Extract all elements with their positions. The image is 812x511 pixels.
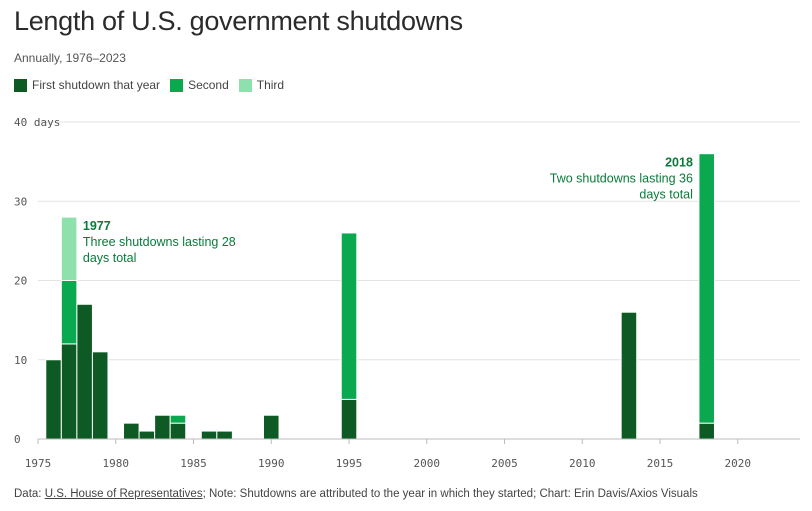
legend-swatch-first [14,78,27,92]
annotation-text: days total [639,188,693,202]
annotation-title: 2018 [665,156,693,170]
x-tick-label: 1985 [180,457,207,470]
bar-segment [262,414,280,440]
footer-source-link[interactable]: U.S. House of Representatives [44,488,203,500]
bar-segment [45,359,62,440]
y-tick-label: 20 [14,275,27,288]
x-tick-label: 1975 [25,457,52,470]
legend-swatch-second [170,78,184,92]
bar-segment [169,422,187,440]
y-tick-label: 30 [14,195,27,208]
bar-segment [123,422,140,440]
bar-segment [138,430,156,440]
y-tick-label: 0 [14,433,21,446]
x-tick-label: 2020 [725,457,752,470]
bar-segment [698,422,715,440]
bar-segment [698,153,715,424]
annotation-title: 1977 [83,219,111,233]
bar-segment [620,311,638,440]
bar-segment [216,430,233,440]
legend-item-second: Second [170,78,229,92]
bar-segment [154,414,171,440]
x-tick-label: 1990 [258,457,285,470]
chart-title: Length of U.S. government shutdowns [14,6,463,36]
annotation-text: Three shutdowns lasting 28 [83,235,236,249]
chart-subtitle: Annually, 1976–2023 [14,51,126,65]
legend-item-first: First shutdown that year [14,78,160,92]
footer-prefix: Data: [14,488,45,500]
legend-swatch-third [238,78,252,92]
legend: First shutdown that year Second Third [14,78,294,92]
x-tick-label: 2010 [569,457,596,470]
bar-segment [340,232,358,400]
x-tick-label: 1980 [103,457,130,470]
bar-segment [340,398,358,440]
legend-label-second: Second [188,78,229,92]
bar-segment [60,343,78,440]
annotation-text: days total [83,251,137,265]
bar-segment [169,414,187,424]
y-tick-label: 10 [14,354,27,367]
legend-label-first: First shutdown that year [32,78,161,92]
bar-segment [76,303,93,440]
chart-footer: Data: U.S. House of Representatives; Not… [14,488,698,500]
x-tick-label: 2000 [414,457,441,470]
y-tick-label: 40 days [14,116,60,129]
legend-label-third: Third [256,78,285,92]
annotation-text: Two shutdowns lasting 36 [550,172,693,186]
x-tick-label: 2005 [491,457,518,470]
bar-segment [60,280,78,345]
bar-segment [60,216,78,282]
bar-segment [200,430,218,440]
legend-item-third: Third [238,78,285,92]
footer-note: ; Note: Shutdowns are attributed to the … [202,488,698,500]
x-tick-label: 2015 [647,457,674,470]
bar-segment [91,351,109,440]
x-tick-label: 1995 [336,457,363,470]
